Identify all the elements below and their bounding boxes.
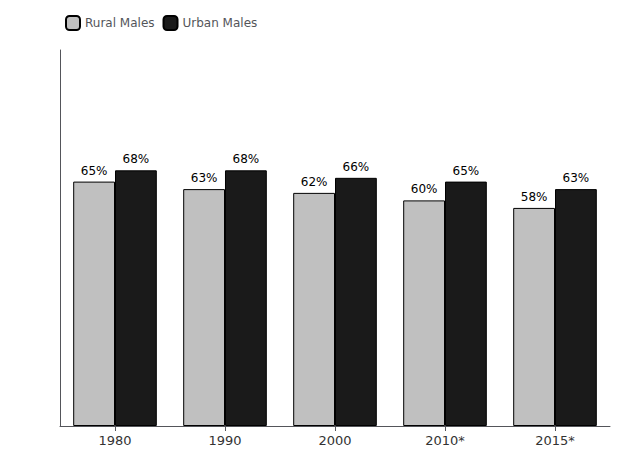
svg-text:2010*: 2010* <box>425 433 465 448</box>
svg-text:2015*: 2015* <box>535 433 575 448</box>
svg-text:63%: 63% <box>563 171 590 185</box>
svg-text:2000: 2000 <box>318 433 351 448</box>
svg-text:65%: 65% <box>81 164 108 178</box>
svg-text:Urban Males: Urban Males <box>183 16 258 30</box>
svg-text:1980: 1980 <box>98 433 131 448</box>
svg-text:62%: 62% <box>301 175 328 189</box>
svg-text:Rural Males: Rural Males <box>85 16 155 30</box>
svg-text:68%: 68% <box>123 152 150 166</box>
svg-text:58%: 58% <box>521 190 548 204</box>
svg-text:65%: 65% <box>453 164 480 178</box>
svg-text:60%: 60% <box>411 182 438 196</box>
svg-text:66%: 66% <box>343 160 370 174</box>
svg-text:1990: 1990 <box>208 433 241 448</box>
svg-text:63%: 63% <box>191 171 218 185</box>
svg-text:68%: 68% <box>233 152 260 166</box>
